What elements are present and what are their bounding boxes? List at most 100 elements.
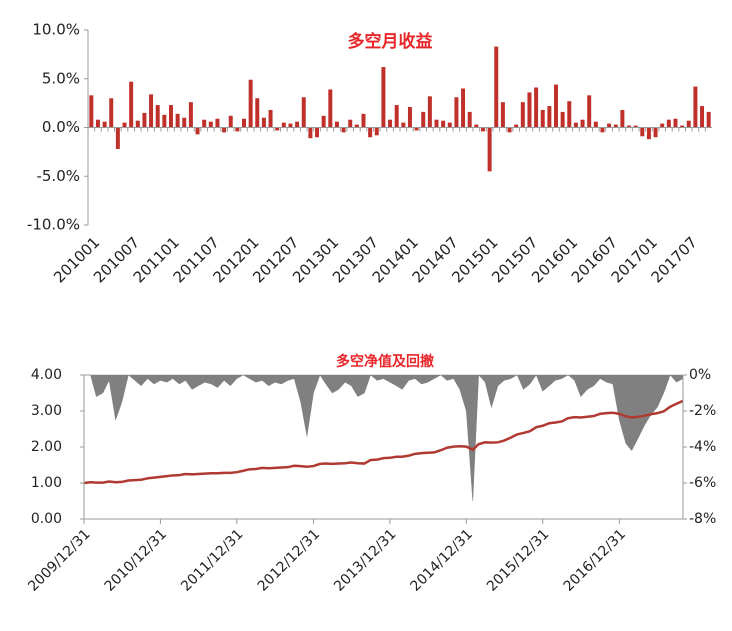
y2-tick-label: -4% <box>689 439 716 455</box>
bar <box>706 111 711 128</box>
y2-tick-label: -8% <box>689 511 716 527</box>
y-tick-label: -10.0% <box>27 216 80 234</box>
bar <box>235 127 240 132</box>
bar <box>487 127 492 172</box>
x-tick-label: 2010/12/31 <box>102 526 170 594</box>
bar <box>467 111 472 128</box>
drawdown-area <box>84 374 684 502</box>
y-tick-label: 1.00 <box>31 475 62 491</box>
bar <box>301 97 306 128</box>
bar <box>640 127 645 137</box>
x-tick-label: 2009/12/31 <box>25 526 93 594</box>
bar <box>135 120 140 128</box>
bar <box>646 127 651 140</box>
bar <box>547 106 552 128</box>
x-tick-label: 2012/12/31 <box>255 526 323 594</box>
bar <box>328 89 333 128</box>
x-tick-label: 2013/12/31 <box>331 526 399 594</box>
bar <box>421 111 426 128</box>
bar <box>394 105 399 128</box>
bar <box>401 122 406 128</box>
bar <box>447 122 452 128</box>
bar <box>295 121 300 128</box>
bar <box>95 119 100 128</box>
bar <box>700 106 705 128</box>
bar <box>620 109 625 128</box>
y2-tick-label: -2% <box>689 403 716 419</box>
y-tick-label: -5.0% <box>36 167 80 185</box>
bar <box>261 117 266 128</box>
bar <box>348 119 353 128</box>
bar <box>315 127 320 138</box>
bar <box>567 101 572 128</box>
bar <box>686 120 691 128</box>
bar <box>514 124 519 128</box>
bar <box>607 123 612 128</box>
bar <box>673 118 678 128</box>
bar <box>540 109 545 128</box>
bar <box>441 120 446 128</box>
bar <box>680 125 685 128</box>
bar <box>268 109 273 128</box>
bar <box>228 115 233 128</box>
y-tick-label: 3.00 <box>31 403 62 419</box>
bar <box>633 125 638 128</box>
bar <box>102 121 107 128</box>
y-tick-label: 10.0% <box>32 21 80 39</box>
bar <box>613 124 618 128</box>
y-tick-label: 0.0% <box>42 118 80 136</box>
bar <box>480 127 485 132</box>
bar <box>527 92 532 128</box>
bar <box>534 87 539 128</box>
bar <box>407 107 412 128</box>
bar <box>494 46 499 128</box>
bar <box>149 94 154 128</box>
bar <box>593 121 598 128</box>
bar <box>175 113 180 128</box>
bar <box>600 127 605 133</box>
bar <box>215 118 220 128</box>
bar <box>454 97 459 128</box>
bar <box>208 121 213 128</box>
bar <box>414 127 419 131</box>
bar <box>188 102 193 128</box>
bar <box>474 124 479 128</box>
x-tick-label: 2015/12/31 <box>484 526 552 594</box>
bar <box>109 98 114 128</box>
bar <box>427 96 432 128</box>
bar <box>182 117 187 128</box>
bar <box>666 119 671 128</box>
bar <box>693 86 698 128</box>
y2-tick-label: -6% <box>689 475 716 491</box>
bar <box>321 115 326 128</box>
bar <box>368 127 373 138</box>
bar <box>308 127 313 139</box>
bar <box>255 98 260 128</box>
bar <box>554 84 558 128</box>
bar <box>275 127 280 131</box>
bar <box>162 114 167 128</box>
bar <box>341 127 346 133</box>
y-tick-label: 2.00 <box>31 439 62 455</box>
bar <box>89 95 94 128</box>
bar <box>660 123 665 128</box>
bar <box>222 127 227 133</box>
bar <box>434 119 439 128</box>
bar <box>461 88 466 128</box>
bar <box>122 122 127 128</box>
bar <box>560 111 565 128</box>
bar <box>361 113 366 128</box>
net-value-line <box>83 399 684 485</box>
bar <box>195 127 200 135</box>
bar <box>627 125 632 128</box>
bar <box>334 121 339 128</box>
bar <box>142 112 147 128</box>
bar <box>587 95 592 128</box>
x-tick-label: 2011/12/31 <box>178 526 246 594</box>
x-tick-label: 2014/12/31 <box>408 526 476 594</box>
chart-title: 多空月收益 <box>348 31 433 52</box>
bar <box>242 118 246 128</box>
chart-title: 多空净值及回撤 <box>336 353 434 370</box>
